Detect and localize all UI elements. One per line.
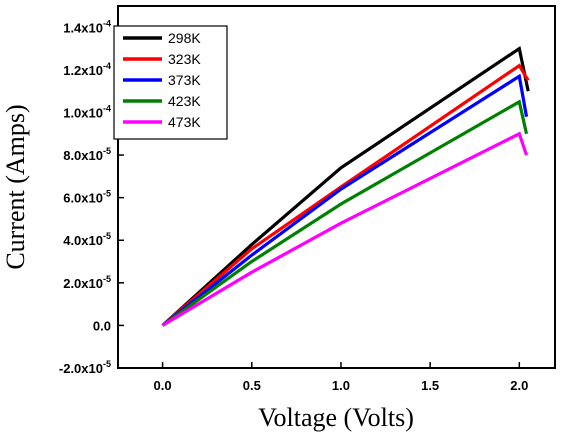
y-tick-label: 1.4x10-4	[63, 18, 111, 35]
series-line-473K	[161, 131, 529, 327]
y-tick-label: 1.2x10-4	[63, 61, 111, 78]
y-tick-label: 6.0x10-5	[63, 189, 111, 206]
series-line-298K	[161, 45, 530, 327]
y-axis-title: Current (Amps)	[1, 104, 30, 269]
legend-label: 373K	[168, 72, 201, 88]
legend-box	[113, 25, 228, 140]
x-tick-label: 0.5	[243, 378, 261, 393]
legend-label: 323K	[168, 51, 201, 67]
y-tick-label: -2.0x10-5	[59, 359, 111, 376]
y-tick-label: 8.0x10-5	[63, 146, 111, 163]
y-tick-label: 4.0x10-5	[63, 231, 111, 248]
legend-label: 298K	[168, 30, 201, 46]
series-line-423K	[161, 99, 529, 327]
x-tick-label: 2.0	[510, 378, 528, 393]
legend-label: 473K	[168, 114, 201, 130]
series-line-323K	[161, 63, 530, 327]
legend: 298K 323K 373K 423K 473K	[113, 25, 228, 140]
plot-frame	[117, 5, 556, 369]
y-tick-label: 1.0x10-4	[63, 103, 111, 120]
x-axis-title: Voltage (Volts)	[258, 403, 414, 432]
series-layer	[161, 45, 530, 327]
series-line-373K	[161, 73, 529, 327]
y-tick-labels: -2.0x10-5 0.0 2.0x10-5 4.0x10-5 6.0x10-5 8.0x…	[59, 18, 111, 376]
y-tick-label: 0.0	[93, 318, 111, 333]
x-tick-label: 0.0	[154, 378, 172, 393]
y-tick-label: 2.0x10-5	[63, 274, 111, 291]
x-tick-label: 1.0	[332, 378, 350, 393]
legend-label: 423K	[168, 93, 201, 109]
x-tick-labels: 0.0 0.5 1.0 1.5 2.0	[154, 378, 529, 393]
x-tick-label: 1.5	[421, 378, 439, 393]
